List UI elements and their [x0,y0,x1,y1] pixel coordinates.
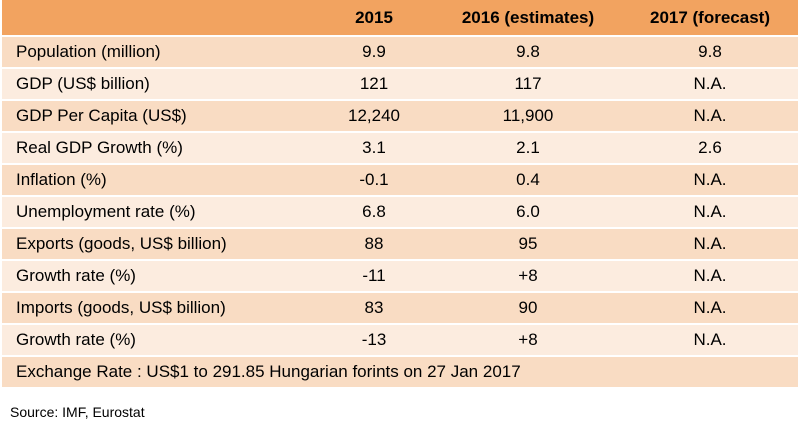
column-header-indicator [2,0,314,37]
table-row: Exports (goods, US$ billion) 88 95 N.A. [2,228,798,261]
row-label: Growth rate (%) [2,324,314,357]
value-2016: 6.0 [434,196,622,229]
row-label: GDP (US$ billion) [2,68,314,101]
value-2017: N.A. [622,68,798,101]
value-2015: 83 [314,292,434,325]
table-row: Growth rate (%) -11 +8 N.A. [2,260,798,293]
column-header-2015: 2015 [314,0,434,37]
value-2016: 2.1 [434,132,622,165]
table-row: GDP (US$ billion) 121 117 N.A. [2,68,798,101]
table-row: Inflation (%) -0.1 0.4 N.A. [2,164,798,197]
table-row: Population (million) 9.9 9.8 9.8 [2,36,798,69]
value-2016: 95 [434,228,622,261]
value-2016: 117 [434,68,622,101]
row-label: Real GDP Growth (%) [2,132,314,165]
table-row: Real GDP Growth (%) 3.1 2.1 2.6 [2,132,798,165]
value-2015: -11 [314,260,434,293]
economic-indicators-table: 2015 2016 (estimates) 2017 (forecast) Po… [2,0,798,389]
value-2016: 90 [434,292,622,325]
column-header-2017: 2017 (forecast) [622,0,798,37]
value-2016: +8 [434,324,622,357]
value-2017: 9.8 [622,36,798,69]
row-label: Imports (goods, US$ billion) [2,292,314,325]
value-2016: +8 [434,260,622,293]
value-2017: N.A. [622,260,798,293]
value-2017: N.A. [622,228,798,261]
value-2015: 9.9 [314,36,434,69]
value-2016: 9.8 [434,36,622,69]
exchange-rate-row: Exchange Rate : US$1 to 291.85 Hungarian… [2,356,798,389]
table-row: Growth rate (%) -13 +8 N.A. [2,324,798,357]
row-label: Growth rate (%) [2,260,314,293]
value-2015: 121 [314,68,434,101]
value-2016: 0.4 [434,164,622,197]
row-label: GDP Per Capita (US$) [2,100,314,133]
table-header-row: 2015 2016 (estimates) 2017 (forecast) [2,0,798,37]
exchange-rate-note: Exchange Rate : US$1 to 291.85 Hungarian… [2,356,798,389]
row-label: Exports (goods, US$ billion) [2,228,314,261]
value-2015: 3.1 [314,132,434,165]
row-label: Population (million) [2,36,314,69]
value-2017: 2.6 [622,132,798,165]
table-row: Imports (goods, US$ billion) 83 90 N.A. [2,292,798,325]
value-2015: 6.8 [314,196,434,229]
table-row: Unemployment rate (%) 6.8 6.0 N.A. [2,196,798,229]
value-2016: 11,900 [434,100,622,133]
column-header-2016: 2016 (estimates) [434,0,622,37]
economic-indicators-table-container: 2015 2016 (estimates) 2017 (forecast) Po… [2,0,798,389]
value-2017: N.A. [622,324,798,357]
value-2015: 12,240 [314,100,434,133]
value-2017: N.A. [622,100,798,133]
value-2017: N.A. [622,164,798,197]
value-2015: -13 [314,324,434,357]
value-2015: 88 [314,228,434,261]
value-2017: N.A. [622,196,798,229]
source-note: Source: IMF, Eurostat [10,404,145,420]
value-2015: -0.1 [314,164,434,197]
row-label: Unemployment rate (%) [2,196,314,229]
row-label: Inflation (%) [2,164,314,197]
table-row: GDP Per Capita (US$) 12,240 11,900 N.A. [2,100,798,133]
value-2017: N.A. [622,292,798,325]
